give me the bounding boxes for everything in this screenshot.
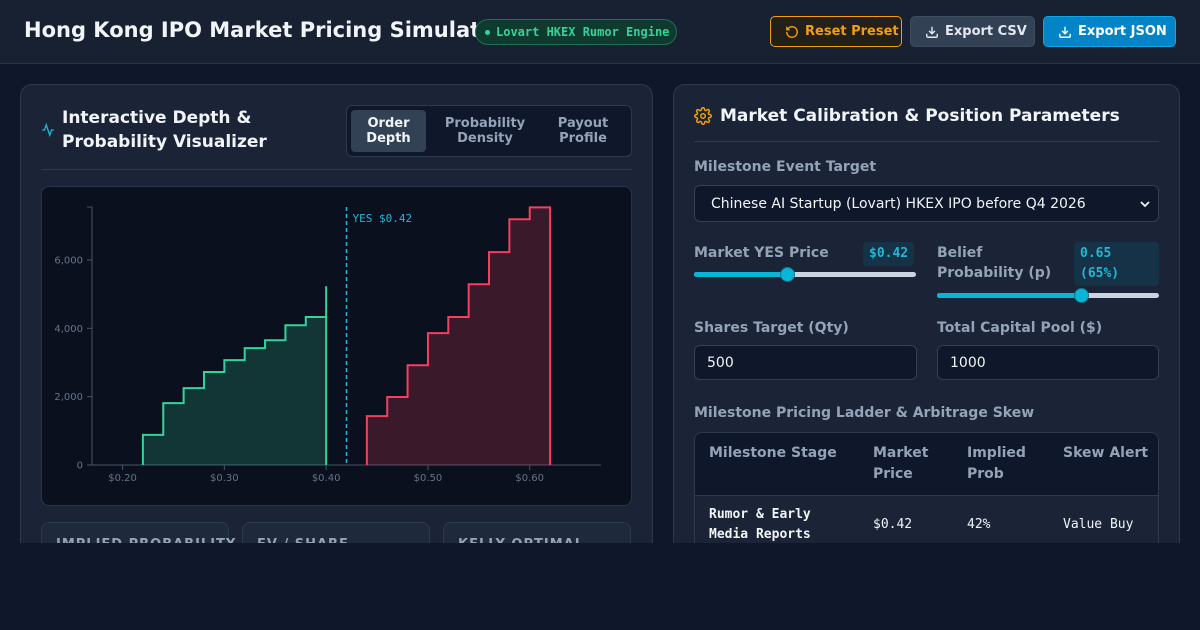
stat-label: KELLY OPTIMAL xyxy=(458,537,584,543)
y-tick-label: 0 xyxy=(77,461,83,472)
depth-area xyxy=(366,207,551,465)
depth-area xyxy=(142,286,327,465)
slider-fill xyxy=(937,293,1082,298)
badge: Lovart HKEX Rumor Engine xyxy=(475,19,677,45)
x-tick-label: $0.60 xyxy=(515,473,544,484)
header: Hong Kong IPO Market Pricing Simulator L… xyxy=(0,0,1200,64)
value-chip: $0.42 xyxy=(863,242,915,266)
field-label: Total Capital Pool ($) xyxy=(937,320,1103,336)
table-cell: Value Buy xyxy=(1063,517,1134,532)
button-label: Export JSON xyxy=(1078,24,1167,39)
event-select[interactable]: Chinese AI Startup (Lovart) HKEX IPO bef… xyxy=(694,185,1159,222)
chart-frame xyxy=(41,186,632,506)
slider-thumb xyxy=(780,267,796,282)
tab-bar: Order Depth Probability Density Payout Pro… xyxy=(346,105,632,157)
chevron xyxy=(1140,201,1150,208)
y-tick-label: 2,000 xyxy=(54,392,83,403)
visualizer-title: Interactive Depth & Probability Visualiz… xyxy=(62,108,267,152)
export-json-button[interactable]: Export JSON xyxy=(1043,16,1176,47)
button-label: Reset Preset xyxy=(805,24,899,39)
select-value: Chinese AI Startup (Lovart) HKEX IPO bef… xyxy=(711,195,1086,212)
x-tick-label: $0.50 xyxy=(414,473,443,484)
slider[interactable] xyxy=(694,267,916,282)
shares-input[interactable]: 500 xyxy=(694,345,917,380)
table-cell: 42% xyxy=(967,517,991,532)
depth-line xyxy=(141,286,328,465)
stat-card: IMPLIED PROBABILITY xyxy=(41,522,235,543)
column-header: Skew Alert xyxy=(1063,445,1149,461)
y-tick-label: 4,000 xyxy=(54,324,83,335)
separator xyxy=(694,141,1159,142)
stat-card: KELLY OPTIMAL xyxy=(443,522,631,543)
depth-chart: 0 2,000 4,000 6,000 $0.20 $0.30 $0.40 $0.50 $0.6… xyxy=(54,206,601,484)
input-value: 1000 xyxy=(950,354,986,371)
reset-button[interactable]: Reset Preset xyxy=(770,16,902,47)
ladder-table: Milestone Stage Market Price Implied Prob S… xyxy=(694,432,1159,543)
column-header: Market Price xyxy=(873,445,929,482)
marker-label: YES $0.42 xyxy=(353,212,413,225)
gear-icon xyxy=(694,107,712,125)
slider-thumb xyxy=(1074,288,1090,303)
x-tick-label: $0.30 xyxy=(210,473,239,484)
value-chip: 0.65 (65%) xyxy=(1074,242,1159,286)
field-label: Milestone Event Target xyxy=(694,159,877,175)
column-header: Milestone Stage xyxy=(709,445,837,461)
parameters-title: Market Calibration & Position Parameters xyxy=(720,106,1120,126)
slider-fill xyxy=(694,272,788,277)
pulse-icon xyxy=(42,123,54,137)
stat-card: EV / SHARE xyxy=(242,522,430,543)
button-label: Export CSV xyxy=(945,24,1027,39)
field-label: Belief Probability (p) xyxy=(937,245,1052,281)
viewport: Hong Kong IPO Market Pricing Simulator L… xyxy=(0,0,1200,543)
depth-line xyxy=(365,206,552,465)
export-csv-button[interactable]: Export CSV xyxy=(910,16,1035,47)
table-header xyxy=(695,433,1158,496)
tab[interactable]: Payout Profile xyxy=(557,116,609,146)
input-value: 500 xyxy=(707,354,734,371)
section-label: Milestone Pricing Ladder & Arbitrage Ske… xyxy=(694,405,1035,421)
table-cell: $0.42 xyxy=(873,517,913,532)
tab[interactable]: Order Depth xyxy=(351,110,426,152)
field-label: Market YES Price xyxy=(694,245,829,261)
y-tick-label: 6,000 xyxy=(54,255,83,266)
capital-input[interactable]: 1000 xyxy=(937,345,1159,380)
stat-label: IMPLIED PROBABILITY xyxy=(56,537,236,543)
field-label: Shares Target (Qty) xyxy=(694,320,849,336)
table-cell: Rumor & Early Media Reports xyxy=(709,507,811,542)
column-header: Implied Prob xyxy=(967,445,1026,482)
x-tick-label: $0.20 xyxy=(108,473,137,484)
app-title: Hong Kong IPO Market Pricing Simulator xyxy=(24,18,505,42)
slider[interactable] xyxy=(937,288,1159,303)
tab[interactable]: Probability Density xyxy=(444,116,526,146)
separator xyxy=(41,169,632,170)
stat-label: EV / SHARE xyxy=(257,537,349,543)
x-tick-label: $0.40 xyxy=(312,473,341,484)
